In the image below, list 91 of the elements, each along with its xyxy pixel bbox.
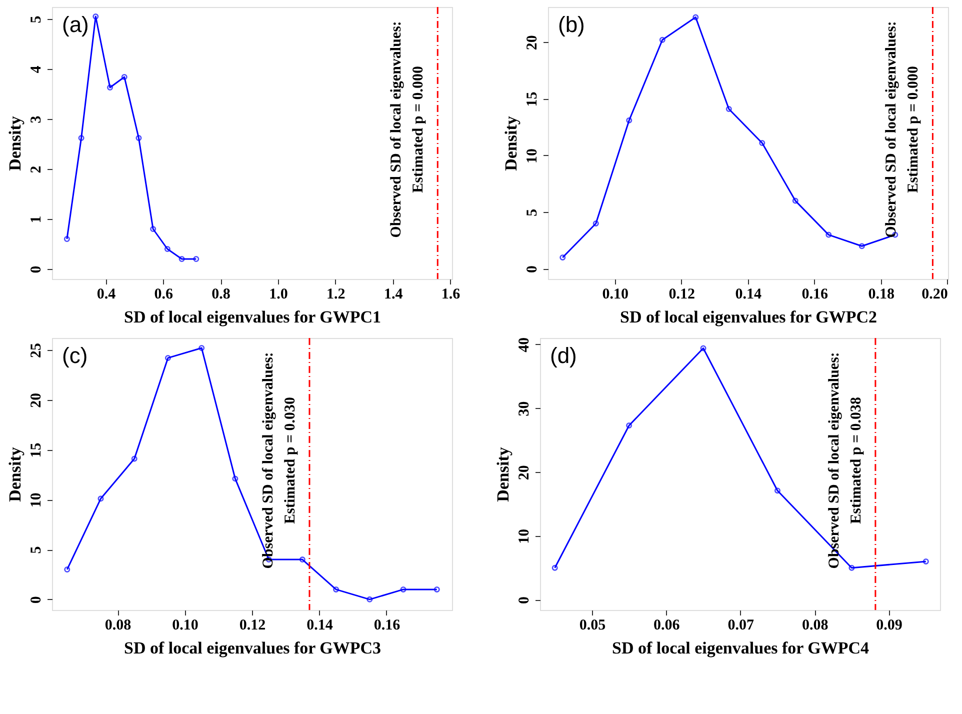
point <box>164 246 170 252</box>
point <box>198 344 205 351</box>
point <box>400 586 406 592</box>
x-tick-label: 0.16 <box>802 286 828 302</box>
point <box>333 586 340 592</box>
x-tick-label: 1.6 <box>441 286 461 302</box>
x-tick-label: 1.4 <box>384 286 404 302</box>
annotation: (b) <box>558 12 585 37</box>
point <box>164 354 171 361</box>
y-tick-label: 4 <box>28 65 44 74</box>
point <box>136 135 142 141</box>
x-tick-label: 0.6 <box>154 286 174 302</box>
point <box>78 135 84 141</box>
y-tick-label: 10 <box>524 148 540 164</box>
point <box>121 74 128 80</box>
point <box>232 476 238 482</box>
point <box>792 198 798 204</box>
point <box>178 256 185 262</box>
point <box>299 556 306 562</box>
x-tick-label: 1.2 <box>326 286 346 302</box>
y-tick-label: 20 <box>524 35 540 50</box>
y-tick-label: 5 <box>28 546 44 554</box>
x-tick-label: 0.05 <box>579 618 606 634</box>
point <box>774 488 780 494</box>
x-tick-label: 0.12 <box>239 618 266 634</box>
x-tick-label: 0.10 <box>172 618 198 634</box>
annotation: Observed SD of local eigenvalues: Estimated p = 0.030 <box>260 352 298 569</box>
x-tick-label: 0.08 <box>104 618 132 634</box>
x-axis-title: SD of local eigenvalues for GWPC4 <box>612 638 870 658</box>
point <box>848 564 855 571</box>
x-tick-label: 0.12 <box>668 286 695 302</box>
annotation: (d) <box>550 343 577 368</box>
y-tick-label: 20 <box>28 392 44 408</box>
y-axis-title: Density <box>494 446 512 502</box>
point <box>366 596 373 602</box>
point <box>107 84 113 90</box>
y-tick-label: 5 <box>524 208 540 216</box>
point <box>826 232 832 238</box>
annotation: (c) <box>62 343 88 368</box>
y-tick-label: 15 <box>524 92 540 107</box>
point <box>692 14 699 20</box>
x-tick-label: 0.4 <box>96 286 116 302</box>
y-tick-label: 30 <box>516 401 532 416</box>
y-tick-label: 3 <box>28 116 44 124</box>
y-tick-label: 40 <box>516 337 532 352</box>
y-tick-label: 15 <box>28 442 44 458</box>
x-tick-label: 1.0 <box>269 286 288 302</box>
y-tick-label: 5 <box>28 16 44 24</box>
x-tick-label: 0.08 <box>802 618 828 634</box>
x-tick-label: 0.14 <box>306 618 334 634</box>
x-tick-label: 0.14 <box>735 286 762 302</box>
x-tick-label: 0.06 <box>654 618 680 634</box>
y-tick-label: 0 <box>28 266 44 274</box>
y-tick-label: 2 <box>28 166 44 174</box>
y-axis-title: Density <box>6 446 24 502</box>
x-tick-label: 0.07 <box>728 618 754 634</box>
point <box>150 226 156 232</box>
y-tick-label: 10 <box>516 528 532 544</box>
x-tick-label: 0.8 <box>212 286 230 302</box>
y-tick-label: 25 <box>28 342 44 358</box>
point <box>659 36 666 43</box>
point <box>759 140 766 146</box>
y-tick-label: 0 <box>516 596 532 604</box>
y-tick-label: 1 <box>28 216 44 224</box>
y-tick-label: 20 <box>516 465 532 480</box>
point <box>700 345 706 352</box>
y-tick-label: 0 <box>28 596 44 604</box>
point <box>726 106 732 112</box>
x-tick-label: 0.09 <box>876 618 902 634</box>
y-axis-title: Density <box>502 116 520 171</box>
annotation: (a) <box>62 12 89 37</box>
x-tick-label: 0.18 <box>868 286 894 302</box>
point <box>626 422 632 428</box>
point <box>98 496 104 502</box>
annotation: Observed SD of local eigenvalues: Estimated p = 0.000 <box>884 21 922 238</box>
x-axis-title: SD of local eigenvalues for GWPC3 <box>124 638 382 658</box>
point <box>92 14 99 20</box>
annotation: Observed SD of local eigenvalues: Estimated p = 0.000 <box>388 21 427 238</box>
y-axis-title: Density <box>6 116 24 171</box>
x-tick-label: 0.16 <box>374 618 401 634</box>
point <box>592 220 599 226</box>
x-axis-title: SD of local eigenvalues for GWPC2 <box>620 308 878 326</box>
y-tick-label: 10 <box>28 492 44 508</box>
point <box>626 117 632 124</box>
annotation: Observed SD of local eigenvalues: Estimated p = 0.038 <box>826 352 864 569</box>
y-tick-label: 0 <box>524 266 540 274</box>
x-tick-label: 0.20 <box>922 286 948 302</box>
point <box>131 456 138 462</box>
x-axis-title: SD of local eigenvalues for GWPC1 <box>124 308 382 326</box>
point <box>858 243 865 250</box>
x-tick-label: 0.10 <box>602 286 628 302</box>
